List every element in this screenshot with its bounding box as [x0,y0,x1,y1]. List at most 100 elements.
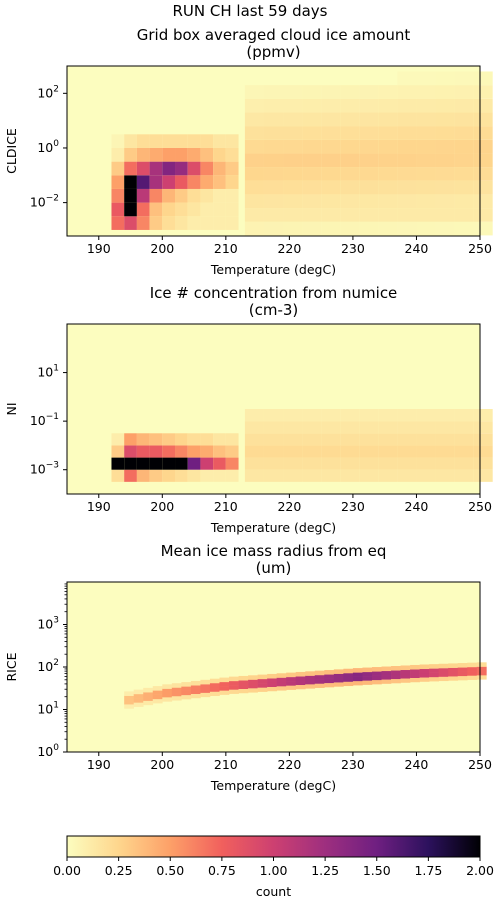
heatmap-cell [200,469,214,482]
heatmap-cell [352,668,363,673]
heatmap-cell [244,85,264,99]
heatmap-cell [381,670,392,676]
heatmap-cell [378,126,398,140]
heatmap-cell [190,689,201,695]
heatmap-cell [200,216,214,230]
heatmap-cell [448,671,459,677]
heatmap-cell [238,684,249,689]
heatmap-cell [244,469,264,482]
heatmap-cell [283,167,303,181]
heatmap-cell [302,208,322,222]
heatmap-cell [263,139,284,154]
heatmap-cell [175,134,188,148]
heatmap-cell [136,433,150,446]
heatmap-cell [143,696,154,701]
heatmap-cell [213,175,226,189]
heatmap-cell [248,683,258,689]
heatmap-cell [283,85,303,99]
x-tick-label: 240 [405,757,429,772]
heatmap-cell [419,677,430,682]
heatmap-cell [321,208,341,222]
heatmap-cell [454,409,474,422]
heatmap-cell [149,134,163,148]
heatmap-cell [162,688,173,694]
heatmap-cell [435,71,455,86]
x-tick-label: 230 [341,241,365,256]
x-tick-label: 200 [150,241,174,256]
heatmap-cell [454,208,474,222]
x-tick-label: 200 [150,499,174,514]
heatmap-cell [340,457,360,470]
heatmap-cell [162,202,176,217]
heatmap-cell [467,666,478,672]
heatmap-cell [302,421,322,434]
heatmap-cell [213,433,226,446]
heatmap-cell [435,469,455,482]
heatmap-cell [276,677,287,683]
heatmap-cell [371,679,382,685]
heatmap-cell [454,153,474,168]
heatmap-cell [181,682,192,687]
heatmap-cell [473,71,493,86]
x-tick-label: 230 [341,499,365,514]
heatmap-cell [244,112,264,127]
panel-title-units: (ppmv) [246,43,300,61]
heatmap-cell [286,676,297,682]
heatmap-cell [435,221,455,236]
heatmap-cell [416,445,436,458]
heatmap-cell [283,98,303,113]
heatmap-cell [378,469,398,482]
heatmap-cell [359,469,379,482]
heatmap-cell [283,153,303,168]
heatmap-cell [359,180,379,195]
heatmap-cell [200,147,214,162]
x-tick-label: 210 [214,757,238,772]
heatmap-cell [124,695,135,701]
x-tick-label: 250 [468,757,492,772]
heatmap-cell [283,194,303,209]
heatmap-cell [175,202,188,217]
heatmap-cell [400,673,411,679]
heatmap-cell [302,469,322,482]
heatmap-cell [200,445,214,458]
heatmap-cell [435,194,455,209]
heatmap-cell [187,161,201,176]
heatmap-cell [162,175,176,189]
heatmap-cell [391,666,401,671]
heatmap-cell [359,194,379,209]
heatmap-cell [149,147,163,162]
heatmap-cell [244,98,264,113]
heatmap-cell [454,85,474,99]
heatmap-cell [454,445,474,458]
heatmap-cell [238,688,249,694]
heatmap-cell [149,433,163,446]
heatmap-cell [429,664,439,669]
heatmap-cell [302,139,322,154]
heatmap-cell [162,161,176,176]
heatmap-cell [187,134,201,148]
heatmap-cell [362,676,373,681]
colorbar-tick-label: 0.50 [156,863,184,878]
heatmap-cell [321,98,341,113]
heatmap-cell [340,167,360,181]
heatmap-cell [209,687,220,692]
heatmap-cell [473,98,493,113]
heatmap-cell [305,684,316,689]
heatmap-cell [213,134,226,148]
heatmap-cell [302,194,322,209]
heatmap-cell [343,677,354,682]
colorbar-tick-label: 2.00 [466,863,494,878]
heatmap-cell [244,409,264,422]
heatmap-cell [219,677,230,683]
heatmap-cell [276,673,287,678]
heatmap-cell [187,457,201,470]
heatmap-cell [187,445,201,458]
heatmap-cell [397,409,417,422]
heatmap-cell [473,180,493,195]
heatmap-cell [476,666,487,672]
heatmap-cell [267,673,277,679]
y-tick-label: 102 [37,658,59,674]
heatmap-cell [467,671,478,676]
heatmap-cell [457,671,468,677]
heatmap-cell [244,421,264,434]
